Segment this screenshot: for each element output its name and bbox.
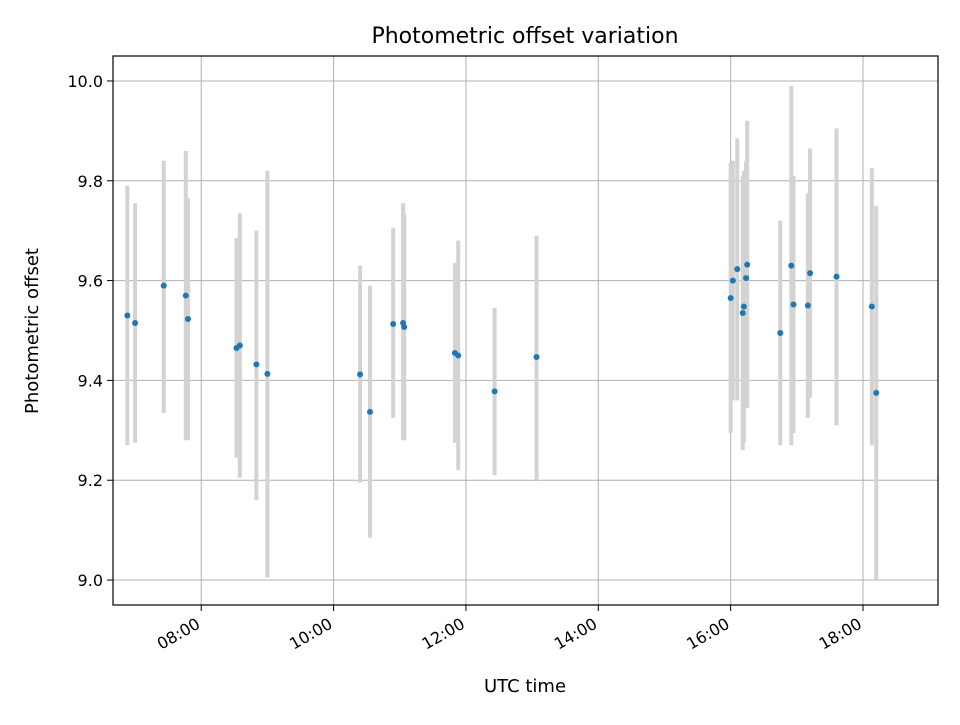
y-tick-label: 9.4 xyxy=(78,371,103,390)
data-point xyxy=(236,342,243,349)
data-point xyxy=(491,388,498,395)
data-point xyxy=(804,302,811,309)
data-point xyxy=(357,371,364,378)
data-point xyxy=(807,270,814,277)
data-point xyxy=(740,303,747,310)
data-point xyxy=(729,277,736,284)
data-point xyxy=(264,370,271,377)
plot-frame xyxy=(112,55,939,606)
y-tick-label: 9.2 xyxy=(78,471,103,490)
data-point xyxy=(182,292,189,299)
data-point xyxy=(873,389,880,396)
data-point xyxy=(132,320,139,327)
data-point xyxy=(734,266,741,273)
point-layer xyxy=(124,261,880,415)
data-point xyxy=(401,324,408,331)
data-point xyxy=(366,408,373,415)
data-point xyxy=(743,275,750,282)
chart-title: Photometric offset variation xyxy=(371,24,678,49)
data-point xyxy=(253,361,260,368)
data-point xyxy=(727,295,734,302)
data-point xyxy=(777,329,784,336)
data-point xyxy=(455,352,462,359)
x-axis-label: UTC time xyxy=(484,676,566,697)
y-axis-label: Photometric offset xyxy=(22,248,43,414)
data-point xyxy=(833,273,840,280)
data-point xyxy=(790,301,797,308)
data-point xyxy=(124,312,131,319)
data-point xyxy=(533,353,540,360)
data-point xyxy=(185,316,191,323)
data-point xyxy=(868,303,875,310)
data-point xyxy=(788,262,795,269)
data-point xyxy=(160,282,167,289)
y-tick-label: 9.6 xyxy=(78,272,103,291)
data-point xyxy=(390,321,397,328)
data-point xyxy=(739,310,746,317)
y-tick-label: 9.8 xyxy=(78,172,103,191)
y-axis-ticks: 9.0 9.2 9.4 9.6 9.8 10.0 xyxy=(67,72,113,590)
y-tick-label: 10.0 xyxy=(67,72,103,91)
data-point xyxy=(744,261,751,268)
y-tick-label: 9.0 xyxy=(78,571,103,590)
